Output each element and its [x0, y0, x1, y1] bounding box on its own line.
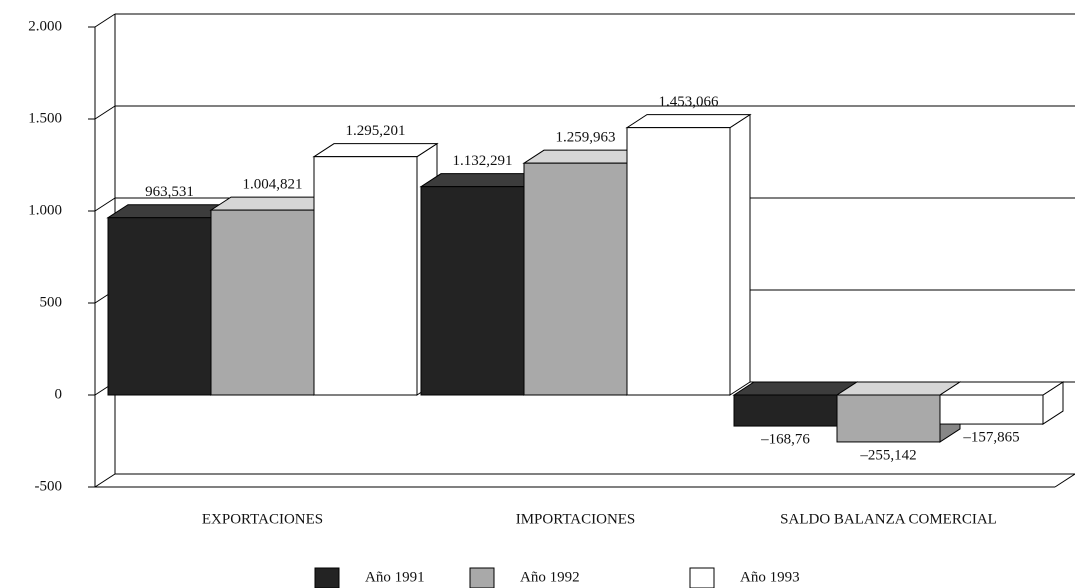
x-tick-label: IMPORTACIONES [516, 511, 636, 527]
y-tick-label: 2.000 [28, 18, 62, 34]
y-tick-label: 1.500 [28, 110, 62, 126]
floor-right [1054, 473, 1075, 488]
value-label: –157,865 [962, 429, 1019, 445]
bar-top [732, 381, 859, 396]
bar [107, 217, 212, 396]
bar [836, 394, 941, 443]
value-label: 1.132,291 [453, 153, 513, 169]
x-tick-label: SALDO BALANZA COMERCIAL [780, 511, 997, 527]
value-label: 1.453,066 [659, 94, 720, 110]
bar [210, 209, 315, 396]
y-tick-label: -500 [35, 478, 63, 494]
legend-label: Año 1992 [520, 569, 580, 585]
y-tick-label: 0 [55, 386, 63, 402]
value-label: 963,531 [145, 184, 194, 200]
y-tick-label: 1.000 [28, 202, 62, 218]
value-label: –255,142 [859, 447, 916, 463]
grid-diag [94, 105, 116, 120]
legend-label: Año 1993 [740, 569, 800, 585]
legend-swatch [314, 567, 340, 588]
grid-diag [94, 197, 116, 212]
bar [523, 162, 628, 396]
bar [313, 156, 418, 396]
y-tick-label: 500 [40, 294, 63, 310]
grid-diag [94, 13, 116, 28]
value-label: 1.004,821 [243, 177, 303, 193]
value-label: 1.295,201 [346, 123, 406, 139]
bar-side [729, 113, 751, 396]
bar [626, 127, 731, 396]
legend-label: Año 1991 [365, 569, 425, 585]
bar-top [312, 143, 439, 158]
value-label: –168,76 [760, 431, 810, 447]
floor [94, 473, 1075, 488]
bar-top [835, 381, 962, 396]
bar [420, 186, 525, 396]
bar-top [938, 381, 1065, 396]
value-label: 1.259,963 [556, 130, 616, 146]
legend-swatch [469, 567, 495, 588]
bar [733, 394, 838, 427]
legend-swatch [689, 567, 715, 588]
bar [939, 394, 1044, 425]
bar-top [625, 114, 752, 129]
x-tick-label: EXPORTACIONES [202, 511, 323, 527]
